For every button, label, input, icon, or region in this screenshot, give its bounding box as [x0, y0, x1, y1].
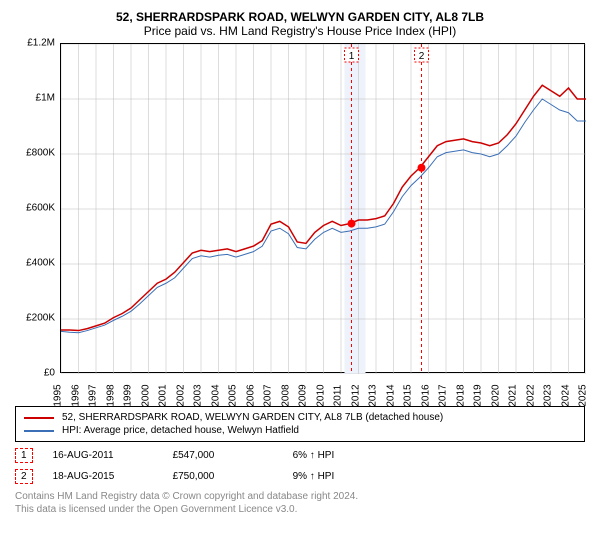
transaction-row: 1 16-AUG-2011 £547,000 6% ↑ HPI [15, 448, 585, 463]
x-axis-label: 2015 [403, 384, 418, 406]
x-axis-label: 2013 [368, 384, 383, 406]
transaction-price: £750,000 [173, 471, 273, 482]
transaction-date: 18-AUG-2015 [53, 471, 153, 482]
legend-label: HPI: Average price, detached house, Welw… [62, 425, 299, 436]
plot: 12 [60, 43, 585, 373]
legend-swatch [24, 430, 54, 432]
y-axis-label: £0 [44, 368, 55, 379]
x-axis-label: 2022 [525, 384, 540, 406]
x-axis-label: 1997 [88, 384, 103, 406]
x-axis-label: 2010 [315, 384, 330, 406]
transaction-date: 16-AUG-2011 [53, 450, 153, 461]
x-axis-label: 1998 [105, 384, 120, 406]
svg-text:1: 1 [349, 51, 355, 62]
x-axis-label: 2025 [578, 384, 593, 406]
x-axis-label: 2021 [508, 384, 523, 406]
x-axis-label: 2011 [333, 385, 348, 407]
y-axis-label: £1M [36, 93, 55, 104]
transaction-diff: 6% ↑ HPI [293, 450, 335, 461]
y-axis-label: £200K [26, 313, 55, 324]
x-axis-label: 2008 [280, 384, 295, 406]
marker-badge: 1 [15, 448, 33, 463]
chart-subtitle: Price paid vs. HM Land Registry's House … [15, 24, 585, 38]
marker-badge: 2 [15, 469, 33, 484]
footer-line: This data is licensed under the Open Gov… [15, 503, 585, 516]
x-axis-label: 2001 [158, 384, 173, 406]
x-axis-label: 2020 [490, 384, 505, 406]
x-axis-label: 2004 [210, 384, 225, 406]
x-axis-label: 2006 [245, 384, 260, 406]
y-axis-label: £400K [26, 258, 55, 269]
x-axis-label: 1995 [53, 384, 68, 406]
footer-line: Contains HM Land Registry data © Crown c… [15, 490, 585, 503]
x-axis-label: 2018 [455, 384, 470, 406]
x-axis-label: 2000 [140, 384, 155, 406]
y-axis-label: £800K [26, 148, 55, 159]
transaction-diff: 9% ↑ HPI [293, 471, 335, 482]
chart-title: 52, SHERRARDSPARK ROAD, WELWYN GARDEN CI… [15, 10, 585, 24]
x-axis-label: 2019 [473, 384, 488, 406]
y-axis-label: £1.2M [27, 38, 55, 49]
legend-item: 52, SHERRARDSPARK ROAD, WELWYN GARDEN CI… [24, 411, 576, 424]
legend-swatch [24, 417, 54, 419]
y-axis-label: £600K [26, 203, 55, 214]
legend-item: HPI: Average price, detached house, Welw… [24, 424, 576, 437]
x-axis-label: 2017 [438, 384, 453, 406]
legend-label: 52, SHERRARDSPARK ROAD, WELWYN GARDEN CI… [62, 412, 443, 423]
x-axis-label: 2016 [420, 384, 435, 406]
x-axis-label: 1999 [123, 384, 138, 406]
transaction-row: 2 18-AUG-2015 £750,000 9% ↑ HPI [15, 469, 585, 484]
x-axis-label: 2007 [263, 384, 278, 406]
legend: 52, SHERRARDSPARK ROAD, WELWYN GARDEN CI… [15, 406, 585, 442]
x-axis-label: 2005 [228, 384, 243, 406]
x-axis-label: 2014 [385, 384, 400, 406]
x-axis-label: 2024 [560, 384, 575, 406]
x-axis-label: 2003 [193, 384, 208, 406]
footer: Contains HM Land Registry data © Crown c… [15, 490, 585, 516]
transaction-price: £547,000 [173, 450, 273, 461]
x-axis-label: 2002 [175, 384, 190, 406]
chart-area: 12 £0£200K£400K£600K£800K£1M£1.2M1995199… [15, 43, 585, 398]
svg-text:2: 2 [419, 51, 425, 62]
x-axis-label: 2012 [350, 384, 365, 406]
x-axis-label: 2009 [298, 384, 313, 406]
x-axis-label: 2023 [543, 384, 558, 406]
x-axis-label: 1996 [70, 384, 85, 406]
